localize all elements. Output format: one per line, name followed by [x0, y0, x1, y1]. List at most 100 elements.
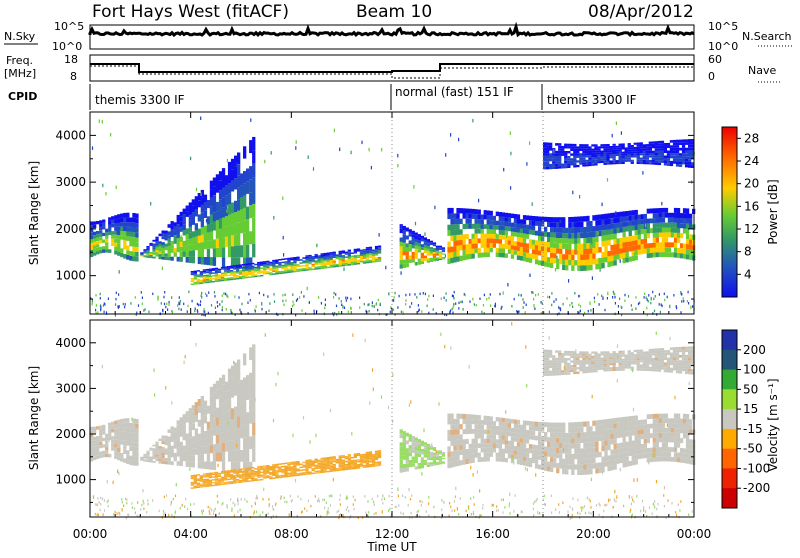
velocity-cell: [607, 455, 610, 460]
velocity-cell: [671, 438, 674, 443]
noise-speck: [200, 117, 201, 121]
power-cell: [487, 215, 490, 220]
power-cell: [354, 250, 357, 252]
power-cell: [595, 259, 598, 265]
power-cell: [99, 224, 102, 227]
velocity-cell: [117, 452, 120, 456]
velocity-cell: [207, 461, 210, 469]
freq-tick-top: 18: [64, 53, 78, 66]
velocity-cell: [623, 427, 626, 432]
velocity-cell: [342, 457, 345, 459]
velocity-cell: [129, 432, 132, 437]
velocity-cell: [523, 457, 526, 462]
power-cell: [296, 260, 299, 262]
velocity-cell: [459, 450, 462, 455]
power-cell: [564, 161, 567, 164]
power-cell: [418, 259, 421, 262]
velocity-cell: [433, 462, 436, 464]
velocity-cell: [249, 373, 252, 386]
power-cell: [555, 153, 558, 156]
velocity-cell: [257, 468, 260, 469]
velocity-cell: [296, 464, 299, 466]
power-cell: [586, 243, 589, 249]
velocity-cell: [628, 365, 631, 367]
velocity-cell: [198, 434, 201, 441]
power-cell: [574, 238, 577, 243]
velocity-cell: [667, 358, 670, 361]
velocity-cell: [567, 363, 570, 365]
power-cell: [463, 250, 466, 255]
velocity-cell: [257, 479, 260, 480]
power-cell: [662, 252, 665, 257]
power-cell: [574, 228, 577, 233]
power-cell: [658, 158, 661, 160]
power-cell: [222, 178, 225, 188]
power-cell: [155, 248, 158, 250]
power-cell: [472, 249, 475, 254]
power-cell: [558, 153, 561, 156]
power-cell: [146, 254, 149, 255]
power-cell: [629, 221, 632, 226]
noise-speck: [427, 298, 428, 301]
power-cell: [363, 249, 366, 251]
velocity-cell: [600, 364, 603, 366]
velocity-cell: [580, 427, 583, 432]
velocity-cell: [586, 421, 589, 426]
velocity-cell: [162, 461, 165, 464]
power-cell: [646, 153, 649, 155]
power-cell: [520, 238, 523, 243]
power-cell: [585, 162, 588, 164]
velocity-cell: [658, 367, 661, 369]
power-cell: [626, 242, 629, 247]
power-cell: [194, 282, 197, 283]
power-cell: [610, 218, 613, 223]
velocity-cell: [508, 450, 511, 454]
power-cell: [580, 266, 583, 272]
noise-speck: [510, 186, 511, 190]
velocity-cell: [330, 470, 333, 472]
velocity-cell: [360, 454, 363, 456]
velocity-cell: [649, 367, 652, 369]
velocity-cell: [668, 447, 671, 452]
velocity-cell: [146, 452, 149, 453]
velocity-cell: [597, 366, 600, 368]
power-cell: [607, 235, 610, 240]
velocity-cell: [594, 352, 597, 354]
velocity-cell: [324, 464, 327, 466]
power-cell: [183, 214, 186, 219]
power-cell: [673, 161, 676, 164]
power-cell: [201, 220, 204, 228]
velocity-cell: [567, 372, 570, 374]
velocity-cell: [629, 436, 632, 441]
velocity-cell: [453, 430, 456, 435]
velocity-cell: [436, 463, 439, 465]
velocity-cell: [114, 451, 117, 455]
power-cell: [558, 143, 561, 146]
velocity-cell: [152, 456, 155, 458]
power-cell: [192, 257, 195, 263]
power-cell: [670, 140, 673, 143]
power-cell: [546, 156, 549, 159]
velocity-cell: [327, 468, 330, 470]
noise-speck: [204, 308, 205, 311]
power-cell: [204, 234, 207, 242]
velocity-cell: [203, 486, 206, 487]
velocity-cell: [677, 438, 680, 443]
power-cell: [559, 254, 562, 259]
power-cell: [308, 255, 311, 257]
noise-speck: [553, 149, 554, 153]
power-cell: [230, 270, 233, 272]
velocity-cell: [546, 350, 549, 353]
sky-noise-panel: N.Sky 10^5 10^0 10^5 10^0 N.Search: [4, 20, 792, 53]
velocity-cell: [475, 415, 478, 420]
velocity-cell: [203, 485, 206, 486]
power-cell: [655, 153, 658, 155]
power-cell: [120, 253, 123, 257]
velocity-cell: [652, 349, 655, 351]
velocity-cell: [162, 438, 165, 441]
velocity-cell: [653, 438, 656, 443]
noise-speck: [418, 304, 419, 307]
power-cell: [239, 267, 242, 269]
velocity-cell: [99, 455, 102, 458]
power-cell: [655, 160, 658, 162]
